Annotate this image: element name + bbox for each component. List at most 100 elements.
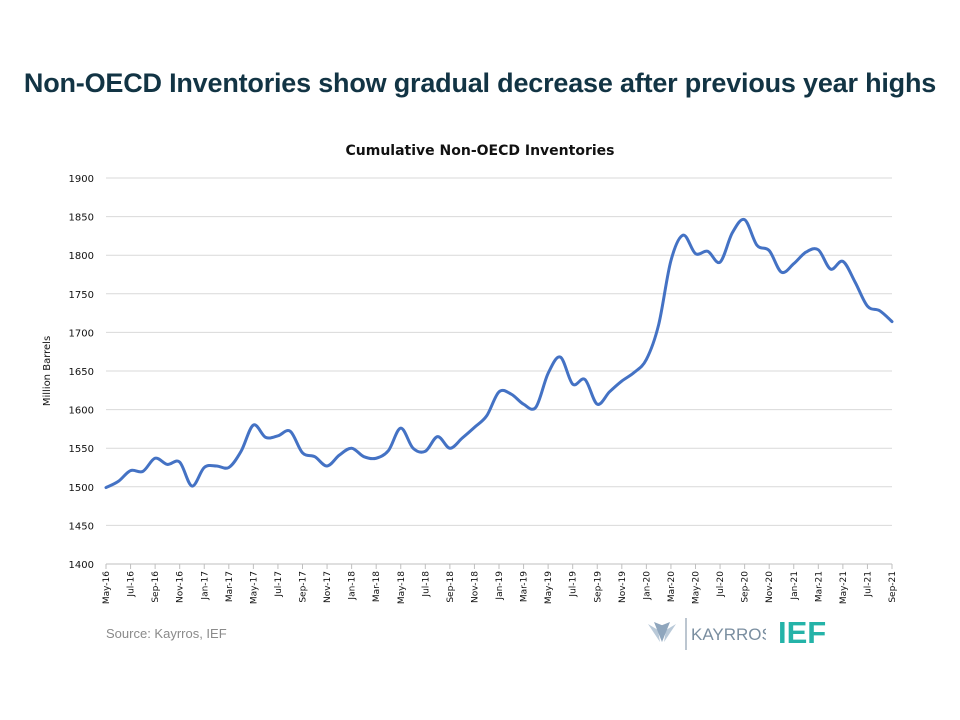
data-point-Aug-18	[436, 435, 439, 438]
data-point-Jun-21	[854, 281, 857, 284]
data-point-May-16	[105, 486, 108, 489]
x-tick-label: Mar-21	[814, 571, 824, 602]
x-tick-label: May-19	[544, 571, 554, 604]
y-tick-label: 1800	[69, 251, 94, 262]
data-point-Jan-18	[350, 447, 353, 450]
y-tick-label: 1750	[69, 290, 94, 301]
x-tick-label: Nov-17	[323, 571, 333, 603]
x-tick-label: Jul-21	[863, 571, 873, 598]
data-point-May-19	[547, 372, 550, 375]
data-point-Oct-20	[755, 244, 758, 247]
x-tick-label: Sep-19	[593, 571, 603, 603]
data-point-Nov-16	[178, 461, 181, 464]
x-tick-label: Sep-20	[741, 571, 751, 603]
y-tick-label: 1650	[69, 367, 94, 378]
data-point-May-21	[841, 260, 844, 263]
data-point-Sep-19	[596, 403, 599, 406]
data-point-Aug-21	[878, 309, 881, 312]
data-point-Feb-19	[510, 393, 513, 396]
data-point-Feb-18	[362, 455, 365, 458]
data-point-Mar-21	[817, 248, 820, 251]
x-tick-label: Jul-17	[274, 571, 284, 598]
data-point-Jun-16	[117, 480, 120, 483]
data-point-Jul-18	[424, 450, 427, 453]
data-point-Jun-19	[559, 356, 562, 359]
data-point-Oct-19	[608, 390, 611, 393]
x-tick-label: May-20	[692, 571, 702, 604]
slide-title: Non-OECD Inventories show gradual decrea…	[23, 68, 937, 98]
data-point-May-17	[252, 424, 255, 427]
x-tick-label: Nov-20	[765, 571, 775, 603]
x-tick-label: May-21	[839, 571, 849, 604]
data-point-Aug-20	[731, 231, 734, 234]
tick-labels: 1400 1450 1500 1550 1600 1650 1700 1750 1800 1850…	[42, 174, 898, 604]
data-point-Feb-20	[657, 323, 660, 326]
y-tick-label: 1900	[69, 174, 94, 185]
data-point-Feb-17	[215, 464, 218, 467]
x-tick-label: Mar-20	[667, 571, 677, 602]
source-note: Source: Kayrros, IEF	[106, 626, 227, 641]
data-point-Dec-20	[780, 271, 783, 274]
x-tick-label: Nov-19	[618, 571, 628, 603]
x-tick-label: Jan-20	[642, 571, 652, 601]
data-point-Jul-16	[129, 469, 132, 472]
data-point-Sep-20	[743, 218, 746, 221]
data-point-Aug-16	[141, 470, 144, 473]
data-point-Jun-17	[264, 436, 267, 439]
data-point-Oct-18	[461, 437, 464, 440]
x-tick-label: Nov-18	[470, 571, 480, 603]
data-point-Jun-20	[706, 250, 709, 253]
axes	[105, 563, 893, 569]
x-tick-label: Sep-18	[446, 571, 456, 603]
data-point-Jan-19	[498, 390, 501, 393]
data-point-Aug-19	[583, 378, 586, 381]
data-point-Apr-21	[829, 268, 832, 271]
data-point-Apr-18	[387, 449, 390, 452]
data-point-Apr-17	[240, 450, 243, 453]
data-point-Sep-17	[301, 451, 304, 454]
ief-logo-text: IEF	[778, 616, 826, 648]
x-tick-label: Jul-18	[421, 571, 431, 598]
x-tick-label: Mar-19	[520, 571, 530, 602]
data-point-Sep-21	[891, 320, 894, 323]
data-point-Jul-20	[719, 261, 722, 264]
kayrros-logo-text: KAYRROS	[691, 625, 766, 644]
y-tick-label: 1450	[69, 521, 94, 532]
data-point-Oct-17	[313, 455, 316, 458]
data-point-Oct-16	[166, 463, 169, 466]
y-axis-label: Million Barrels	[42, 336, 53, 406]
ief-logo: IEF	[778, 616, 826, 648]
data-point-May-18	[399, 427, 402, 430]
x-tick-label: Sep-21	[888, 571, 898, 603]
y-tick-label: 1850	[69, 213, 94, 224]
data-point-Mar-17	[227, 466, 230, 469]
data-point-Jan-21	[792, 262, 795, 265]
data-point-Jul-19	[571, 383, 574, 386]
y-tick-label: 1600	[69, 406, 94, 417]
data-point-Dec-19	[633, 371, 636, 374]
y-tick-label: 1400	[69, 560, 94, 571]
x-tick-label: May-16	[102, 571, 112, 604]
data-point-Nov-17	[326, 464, 329, 467]
data-point-Mar-19	[522, 403, 525, 406]
data-point-Sep-18	[448, 447, 451, 450]
y-tick-label: 1500	[69, 483, 94, 494]
series-line-inventories	[104, 217, 894, 490]
gridlines	[106, 177, 892, 526]
data-point-Jan-17	[203, 466, 206, 469]
y-tick-label: 1550	[69, 444, 94, 455]
data-point-Nov-19	[620, 380, 623, 383]
kayrros-logo: KAYRROS	[648, 618, 766, 650]
x-tick-label: Jan-18	[348, 571, 358, 601]
x-tick-label: Nov-16	[176, 571, 186, 603]
data-point-Dec-16	[190, 485, 193, 488]
data-point-Nov-20	[768, 249, 771, 252]
data-point-May-20	[694, 252, 697, 255]
data-point-Dec-17	[338, 454, 341, 457]
data-point-Feb-21	[805, 251, 808, 254]
data-point-Jun-18	[412, 447, 415, 450]
data-point-Mar-20	[669, 259, 672, 262]
data-point-Apr-20	[682, 234, 685, 237]
x-tick-label: May-17	[249, 571, 259, 604]
